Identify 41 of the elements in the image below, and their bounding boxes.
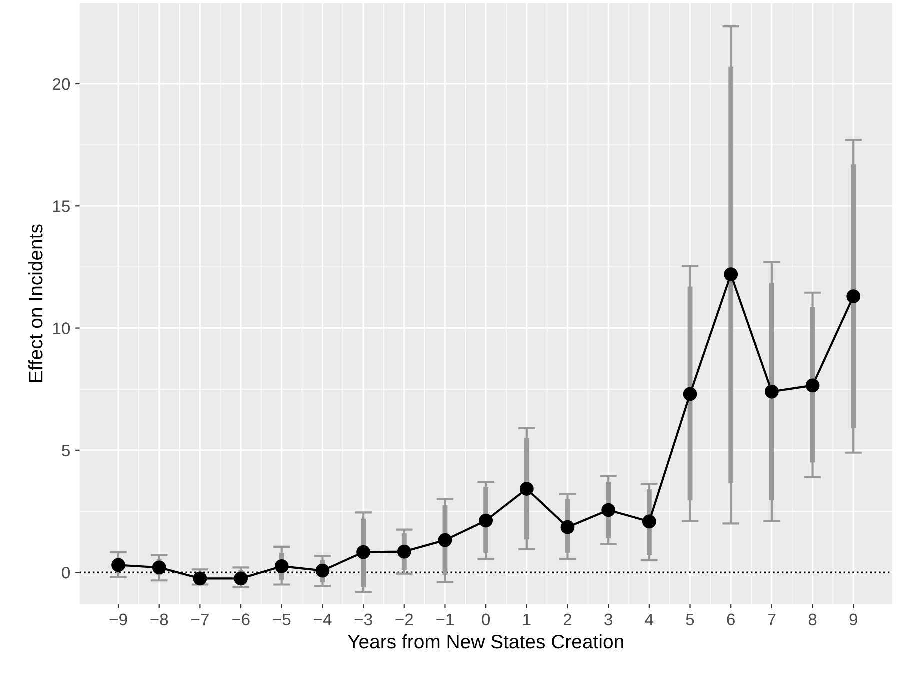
x-tick-label: 7 bbox=[768, 614, 776, 626]
point bbox=[683, 387, 698, 402]
point bbox=[438, 533, 452, 548]
y-tick-label: 15 bbox=[53, 200, 70, 212]
x-tick-label: 6 bbox=[727, 614, 735, 626]
point bbox=[397, 544, 412, 559]
point bbox=[356, 545, 370, 560]
point bbox=[520, 482, 534, 496]
point bbox=[274, 560, 289, 574]
point bbox=[316, 564, 330, 578]
x-tick-label: −1 bbox=[436, 614, 454, 626]
x-tick-label: −7 bbox=[192, 614, 209, 626]
point bbox=[642, 514, 656, 529]
x-tick-label: 0 bbox=[482, 614, 490, 626]
x-tick-label: −4 bbox=[314, 614, 332, 626]
y-tick-label: 5 bbox=[62, 444, 70, 457]
x-tick-label: 4 bbox=[645, 614, 654, 626]
y-axis-title: Effect on Incidents bbox=[28, 224, 43, 382]
x-axis-title: Years from New States Creation bbox=[348, 634, 624, 649]
y-tick-label: 10 bbox=[53, 322, 70, 334]
x-tick-label: −9 bbox=[110, 614, 128, 626]
point bbox=[234, 572, 248, 586]
x-tick-label: 9 bbox=[850, 614, 858, 626]
point bbox=[479, 514, 494, 528]
x-tick-label: −5 bbox=[273, 614, 291, 626]
point bbox=[193, 572, 208, 586]
x-tick-label: 3 bbox=[604, 614, 612, 626]
x-tick-label: 2 bbox=[564, 614, 572, 626]
x-tick-label: 8 bbox=[808, 614, 817, 626]
point bbox=[152, 560, 166, 575]
x-tick-label: −6 bbox=[232, 614, 250, 626]
y-tick-label: 20 bbox=[53, 78, 70, 90]
x-tick-label: −8 bbox=[150, 614, 168, 626]
point bbox=[560, 520, 575, 534]
x-tick-label: 1 bbox=[524, 614, 531, 626]
x-tick-label: 5 bbox=[686, 614, 694, 626]
x-tick-label: −3 bbox=[354, 614, 372, 626]
point bbox=[602, 503, 616, 518]
y-tick-label: 0 bbox=[62, 566, 70, 579]
point bbox=[112, 558, 126, 572]
x-tick-label: −2 bbox=[396, 614, 414, 626]
